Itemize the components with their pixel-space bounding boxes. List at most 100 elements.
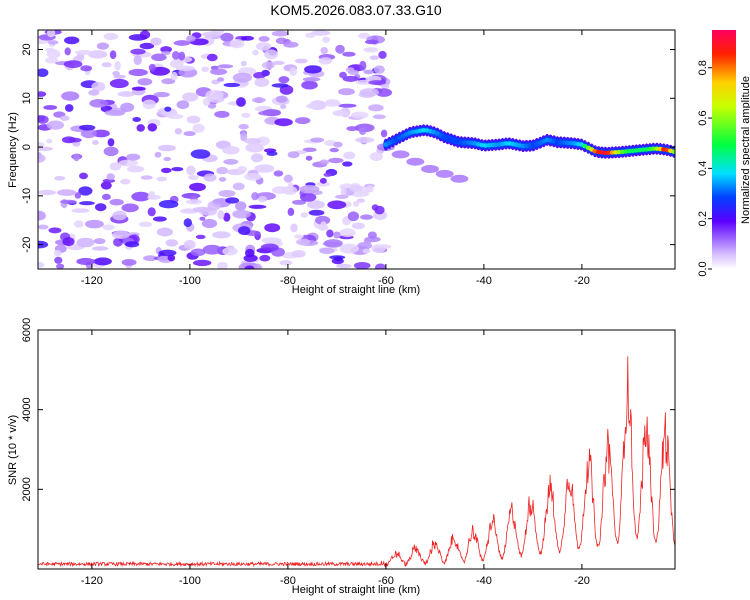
heatmap-noise-blob [178,51,186,61]
heatmap-noise-blob [240,131,248,142]
heatmap-noise-blob [165,239,179,247]
x-tick-label: -80 [280,275,296,287]
heatmap-noise-blob [38,68,49,77]
x-tick-label: -40 [476,275,492,287]
heatmap-noise-blob [305,32,316,38]
spectrogram-heatmap [38,30,675,269]
heatmap-noise-blob [214,110,230,118]
heatmap-noise-blob [308,209,325,216]
snr-x-ticks: -120 -100 -80 -60 -40 -20 [81,330,590,587]
spectrogram-x-ticks: -120 -100 -80 -60 -40 -20 [81,30,590,287]
heatmap-noise-blob [137,78,153,86]
heatmap-noise-blob [373,65,385,74]
heatmap-noise-blob [107,138,115,147]
heatmap-noise-blob [240,60,247,67]
heatmap-branch-blob [391,150,410,159]
y-tick-label: 4000 [21,397,33,421]
heatmap-noise-blob [38,115,49,124]
heatmap-noise-blob [172,51,180,60]
heatmap-noise-blob [342,75,359,82]
heatmap-noise-blob [218,177,227,182]
heatmap-noise-blob [302,147,317,153]
heatmap-noise-blob [47,40,59,45]
heatmap-noise-blob [278,76,290,84]
heatmap-noise-blob [73,153,80,162]
heatmap-noise-blob [192,206,212,213]
heatmap-noise-blob [292,199,307,205]
heatmap-noise-blob [202,244,222,255]
y-tick-label: -10 [21,188,33,204]
heatmap-noise-blob [342,51,356,57]
x-tick-label: -80 [280,575,296,587]
heatmap-noise-blob [251,97,266,103]
heatmap-noise-blob [80,128,97,139]
heatmap-noise-blob [378,50,387,59]
heatmap-noise-blob [241,35,255,41]
heatmap-noise-blob [252,49,259,56]
heatmap-noise-blob [47,30,56,38]
heatmap-noise-blob [237,165,248,173]
colorbar-tick-label: 0.2 [697,211,709,226]
heatmap-noise-blob [222,145,240,155]
heatmap-noise-blob [109,162,122,171]
heatmap-noise-blob [71,208,90,213]
y-tick-label: -20 [21,237,33,253]
heatmap-noise-blob [132,117,141,122]
heatmap-noise-blob [76,257,96,266]
heatmap-noise-blob [45,57,58,64]
heatmap-noise-blob [160,46,173,53]
heatmap-noise-blob [319,247,335,255]
heatmap-noise-blob [369,55,379,60]
heatmap-noise-blob [125,241,140,248]
heatmap-noise-blob [38,210,46,221]
heatmap-noise-blob [185,199,203,205]
heatmap-noise-blob [283,174,293,183]
heatmap-noise-blob [61,91,80,101]
heatmap-noise-blob [222,247,238,256]
heatmap-noise-blob [220,32,234,42]
heatmap-noise-blob [351,111,369,119]
heatmap-noise-blob [294,58,308,64]
heatmap-noise-blob [271,30,289,37]
heatmap-noise-blob [358,32,370,39]
heatmap-noise-blob [79,201,95,206]
heatmap-noise-blob [372,114,386,120]
heatmap-noise-blob [54,256,63,264]
heatmap-noise-blob [127,165,145,173]
heatmap-noise-blob [264,223,281,233]
heatmap-noise-blob [76,237,95,248]
x-tick-label: -20 [574,275,590,287]
heatmap-noise-blob [359,60,367,71]
heatmap-noise-blob [88,89,100,96]
heatmap-noise-blob [161,78,176,85]
snr-x-label: Height of straight line (km) [292,584,420,596]
heatmap-noise-blob [64,104,74,112]
heatmap-noise-blob [182,92,199,102]
heatmap-noise-blob [241,112,251,118]
heatmap-noise-blob [109,198,124,206]
heatmap-noise-blob [158,200,179,209]
heatmap-noise-blob [339,243,360,254]
heatmap-noise-blob [272,186,289,194]
heatmap-noise-blob [199,216,206,221]
heatmap-noise-blob [166,113,184,120]
heatmap-noise-blob [316,181,330,187]
heatmap-noise-blob [229,39,245,49]
colorbar-tick-label: 0.8 [697,60,709,75]
heatmap-noise-blob [131,191,151,202]
x-tick-label: -120 [81,575,103,587]
heatmap-noise-blob [318,57,333,65]
heatmap-noise-blob [170,71,178,81]
heatmap-noise-blob [245,143,264,153]
heatmap-noise-blob [328,157,344,164]
heatmap-noise-blob [93,257,112,266]
heatmap-noise-blob [205,89,224,100]
heatmap-noise-blob [279,260,293,266]
heatmap-noise-blob [310,30,331,36]
heatmap-noise-blob [273,170,284,177]
heatmap-noise-blob [256,42,272,51]
heatmap-noise-blob [217,64,234,69]
heatmap-noise-blob [80,65,93,72]
heatmap-noise-blob [79,172,88,180]
colorbar-tick-label: 0.6 [697,110,709,125]
